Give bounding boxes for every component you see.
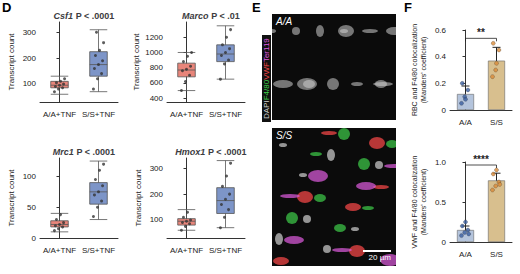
svg-text:S/S+TNF: S/S+TNF	[209, 110, 242, 119]
svg-text:100: 100	[23, 172, 37, 181]
svg-text:A/A+TNF: A/A+TNF	[43, 246, 76, 255]
svg-text:0: 0	[442, 238, 447, 247]
svg-text:S/S: S/S	[490, 118, 503, 127]
svg-text:300: 300	[23, 28, 37, 37]
svg-text:100: 100	[23, 79, 37, 88]
html-text:DAPI: DAPI	[262, 100, 271, 119]
svg-text:100: 100	[150, 215, 164, 224]
svg-text:P < .0001: P < .0001	[74, 147, 115, 157]
svg-text:Transcript count: Transcript count	[7, 169, 16, 227]
svg-text:S/S+TNF: S/S+TNF	[209, 246, 242, 255]
svg-text:200: 200	[150, 190, 164, 199]
svg-text:P < .0001: P < .0001	[73, 11, 114, 21]
svg-text:A/A: A/A	[459, 250, 473, 259]
html-text:Ter119: Ter119	[262, 38, 271, 63]
html-text:F: F	[404, 0, 412, 15]
svg-text:(Manders' coefficient): (Manders' coefficient)	[420, 37, 428, 104]
html-text:F4/80: F4/80	[262, 79, 271, 101]
svg-text:Csf1: Csf1	[54, 11, 74, 21]
html-text:E: E	[252, 0, 261, 15]
svg-text:Transcript count: Transcript count	[7, 33, 16, 91]
svg-text:0: 0	[442, 106, 447, 115]
svg-text:S/S: S/S	[490, 250, 503, 259]
svg-text:(Manders' coefficient): (Manders' coefficient)	[420, 169, 428, 236]
svg-text:200: 200	[23, 54, 37, 63]
svg-text:0: 0	[32, 234, 37, 243]
svg-text:0.2: 0.2	[435, 79, 447, 88]
svg-text:A/A+TNF: A/A+TNF	[43, 110, 76, 119]
svg-text:A/A+TNF: A/A+TNF	[170, 110, 203, 119]
svg-text:VWF and F4/80 colocalization: VWF and F4/80 colocalization	[411, 155, 418, 248]
svg-text:Marco: Marco	[182, 11, 209, 21]
svg-text:P < .0001: P < .0001	[205, 147, 246, 157]
svg-text:RBC and F4/80 colocalization: RBC and F4/80 colocalization	[411, 24, 418, 116]
svg-text:1000: 1000	[145, 48, 163, 57]
svg-text:S/S+TNF: S/S+TNF	[82, 246, 115, 255]
svg-text:Mrc1: Mrc1	[53, 147, 74, 157]
html-text:20 µm: 20 µm	[368, 253, 391, 262]
svg-text:P < .01: P < .01	[209, 11, 240, 21]
html-text:VWF: VWF	[262, 62, 271, 80]
svg-text:**: **	[477, 27, 485, 38]
html-text:D: D	[2, 0, 12, 15]
svg-text:Transcript count: Transcript count	[132, 33, 141, 91]
svg-text:0.5: 0.5	[435, 198, 447, 207]
svg-text:S/S+TNF: S/S+TNF	[82, 110, 115, 119]
svg-text:0.6: 0.6	[435, 26, 447, 35]
svg-text:Transcript count: Transcript count	[134, 169, 143, 227]
html-text:S/S: S/S	[276, 130, 293, 141]
html-text:A/A: A/A	[276, 16, 293, 27]
svg-text:A/A: A/A	[459, 118, 473, 127]
svg-text:Hmox1: Hmox1	[175, 147, 205, 157]
svg-text:50: 50	[27, 203, 36, 212]
svg-text:400: 400	[150, 94, 164, 103]
svg-text:****: ****	[473, 154, 489, 165]
svg-text:1200: 1200	[145, 33, 163, 42]
svg-text:A/A+TNF: A/A+TNF	[170, 246, 203, 255]
svg-text:1.0: 1.0	[435, 158, 447, 167]
svg-text:0.4: 0.4	[435, 52, 447, 61]
svg-text:800: 800	[150, 63, 164, 72]
svg-text:300: 300	[150, 164, 164, 173]
svg-text:600: 600	[150, 78, 164, 87]
